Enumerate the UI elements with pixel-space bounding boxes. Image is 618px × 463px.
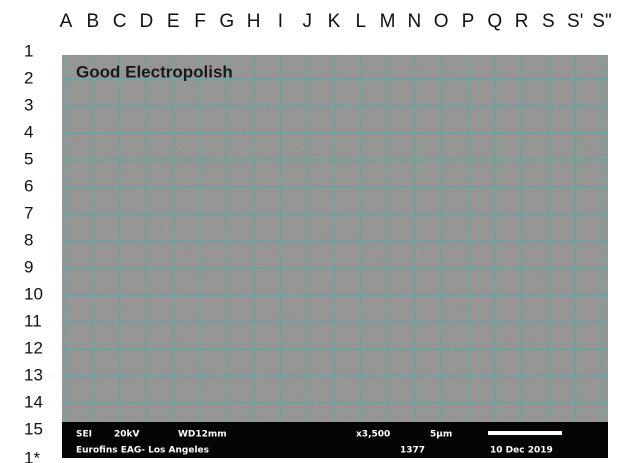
column-label: D xyxy=(140,11,154,32)
column-label: S xyxy=(542,11,555,32)
column-label: I xyxy=(278,11,283,32)
row-label: 2 xyxy=(24,68,33,87)
info-magnification: x3,500 xyxy=(356,430,390,440)
column-label: A xyxy=(60,11,73,32)
scale-bar xyxy=(488,431,562,435)
info-lab: Eurofins EAG- Los Angeles xyxy=(76,446,209,456)
row-label: 3 xyxy=(24,95,33,114)
column-label: Q xyxy=(487,11,502,32)
column-label: C xyxy=(113,11,127,32)
info-date: 10 Dec 2019 xyxy=(490,446,553,456)
image-title: Good Electropolish xyxy=(76,62,233,81)
row-label: 7 xyxy=(24,203,33,222)
row-label: 9 xyxy=(24,257,33,276)
row-label: 4 xyxy=(24,122,33,141)
row-label: 5 xyxy=(24,149,33,168)
info-id: 1377 xyxy=(400,446,425,456)
row-label: 12 xyxy=(24,338,43,357)
row-label: 8 xyxy=(24,230,33,249)
grid-overlay xyxy=(62,55,608,422)
column-label: L xyxy=(356,11,367,32)
row-label: 15 xyxy=(24,419,43,438)
info-voltage: 20kV xyxy=(114,430,140,440)
row-label: 6 xyxy=(24,176,33,195)
row-label: 1* xyxy=(24,448,40,463)
row-label: 1 xyxy=(24,41,33,60)
info-scale: 5µm xyxy=(430,430,452,440)
row-label: 14 xyxy=(24,392,43,411)
row-label: 13 xyxy=(24,365,43,384)
column-label: E xyxy=(167,11,180,32)
sem-texture xyxy=(62,55,608,422)
info-bar xyxy=(62,422,608,458)
column-label: M xyxy=(380,11,396,32)
row-label: 11 xyxy=(24,311,42,330)
column-label: P xyxy=(462,11,475,32)
column-label: J xyxy=(302,11,312,32)
info-wd: WD12mm xyxy=(178,430,227,440)
column-label: S' xyxy=(567,11,583,32)
column-label: R xyxy=(515,11,529,32)
column-label: O xyxy=(434,11,449,32)
column-label: F xyxy=(194,11,206,32)
column-label: G xyxy=(219,11,234,32)
info-mode: SEI xyxy=(76,430,92,440)
column-label: B xyxy=(86,11,99,32)
column-label: K xyxy=(328,11,341,32)
row-label: 10 xyxy=(24,284,43,303)
grid-labels: A B C D E F G H I J K L M N O P Q R S S' S"12345678910111213… xyxy=(24,11,612,463)
column-label: H xyxy=(247,11,261,32)
column-label: N xyxy=(408,11,422,32)
column-label: S" xyxy=(592,11,611,32)
